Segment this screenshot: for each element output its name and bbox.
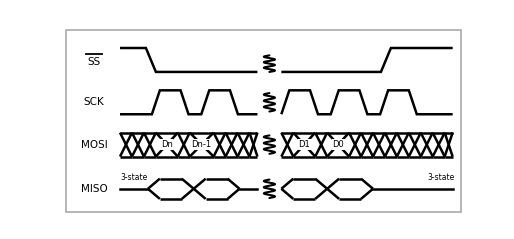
Text: SS: SS: [87, 57, 101, 67]
Text: Dn: Dn: [161, 140, 173, 149]
Text: 3-state: 3-state: [120, 173, 148, 182]
Text: 3-state: 3-state: [427, 173, 454, 182]
Text: Dn-1: Dn-1: [192, 140, 212, 149]
Text: SCK: SCK: [84, 97, 104, 107]
Text: D1: D1: [299, 140, 310, 149]
Text: D0: D0: [332, 140, 344, 149]
Text: MOSI: MOSI: [81, 140, 107, 150]
Text: MISO: MISO: [81, 184, 107, 194]
